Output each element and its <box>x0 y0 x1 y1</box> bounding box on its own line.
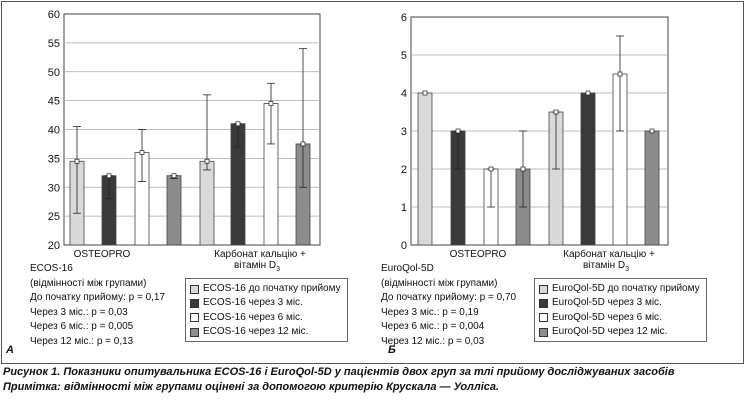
x-group-label: Карбонат кальцію + <box>214 248 306 260</box>
mean-marker <box>617 71 623 77</box>
y-tick-label: 60 <box>48 9 60 21</box>
y-tick-label: 4 <box>401 88 407 100</box>
mean-marker <box>235 121 241 127</box>
y-tick-label: 30 <box>48 182 60 194</box>
panel-letter-a: А <box>6 344 14 356</box>
legend-label: ECOS-16 до початку прийому <box>203 283 341 294</box>
bar <box>644 130 660 246</box>
mean-marker <box>422 90 428 96</box>
euroqol-stats-line: До початку прийому: р = 0,70 <box>381 292 517 303</box>
euroqol-stats-line: Через 12 міс.: р = 0,03 <box>381 335 485 347</box>
subscript: 3 <box>276 266 280 273</box>
legend-entry: EuroQol-5D через 12 міс. <box>539 325 700 339</box>
legend-swatch <box>190 284 199 294</box>
legend-entry: ECOS-16 через 12 міс. <box>190 325 341 339</box>
y-tick-label: 45 <box>48 96 60 108</box>
x-group-label: OSTEOPRO <box>450 249 507 260</box>
y-tick-label: 50 <box>48 67 60 79</box>
ecos-stats-line: Через 12 міс.: р = 0,13 <box>30 335 134 347</box>
legend-label: EuroQol-5D до початку прийому <box>552 283 700 294</box>
euroqol-stats-subtitle: (відмінності між групами) <box>381 277 498 289</box>
mean-marker <box>171 173 177 179</box>
ecos-stats-title: ECOS-16 <box>30 263 73 274</box>
legend-entry: EuroQol-5D через 3 міс. <box>539 296 700 310</box>
euroqol-legend: EuroQol-5D до початку прийому EuroQol-5D… <box>534 278 707 343</box>
ecos-stats-line: Через 3 міс.: р = 0,03 <box>30 306 128 318</box>
mean-marker <box>268 101 274 106</box>
legend-swatch <box>539 327 548 337</box>
legend-label: EuroQol-5D через 3 міс. <box>552 297 662 309</box>
y-tick-label: 0 <box>401 240 407 252</box>
mean-marker <box>300 141 306 147</box>
subscript: 3 <box>625 266 629 273</box>
legend-swatch <box>190 327 199 337</box>
legend-swatch <box>190 313 199 323</box>
figure-caption: Рисунок 1. Показники опитувальника ECOS-… <box>3 366 675 378</box>
ecos-stats-line: До початку прийому: р = 0,17 <box>30 292 166 303</box>
ecos-stats: ECOS-16 (відмінності між групами) До поч… <box>30 262 165 349</box>
panel-letter-b: Б <box>388 344 396 356</box>
legend-entry: ECOS-16 через 6 міс. <box>190 311 341 325</box>
mean-marker <box>204 158 210 164</box>
legend-swatch <box>539 298 548 308</box>
legend-entry: EuroQol-5D до початку прийому <box>539 282 700 296</box>
mean-marker <box>139 150 145 155</box>
legend-entry: ECOS-16 до початку прийому <box>190 282 341 296</box>
mean-marker <box>520 166 526 172</box>
legend-label: ECOS-16 через 3 міс. <box>203 297 303 309</box>
mean-marker <box>585 90 591 96</box>
x-group-label-line2: вітамін D3 <box>234 260 280 273</box>
y-tick-label: 6 <box>401 12 407 24</box>
ecos-legend: ECOS-16 до початку прийому ECOS-16 через… <box>185 278 348 343</box>
mean-marker <box>488 166 494 172</box>
y-tick-label: 3 <box>401 126 407 138</box>
euroqol-stats-line: Через 6 міс.: р = 0,004 <box>381 321 485 332</box>
euroqol-stats: EuroQol-5D (відмінності між групами) До … <box>381 262 516 349</box>
ecos-stats-subtitle: (відмінності між групами) <box>30 277 147 289</box>
y-tick-label: 25 <box>48 211 60 223</box>
mean-marker <box>455 128 461 134</box>
legend-label: EuroQol-5D через 12 міс. <box>552 325 668 337</box>
y-tick-label: 40 <box>48 125 60 137</box>
y-tick-label: 35 <box>48 153 60 165</box>
legend-swatch <box>539 313 548 323</box>
mean-marker <box>553 109 559 115</box>
y-tick-label: 55 <box>48 38 60 50</box>
ecos-stats-line: Через 6 міс.: р = 0,005 <box>30 321 134 332</box>
y-tick-label: 20 <box>48 240 60 252</box>
legend-label: EuroQol-5D через 6 міс. <box>552 311 662 323</box>
legend-swatch <box>190 298 199 308</box>
x-group-label-line2: вітамін D3 <box>583 260 629 273</box>
legend-entry: EuroQol-5D через 6 міс. <box>539 311 700 325</box>
y-tick-label: 2 <box>401 164 407 176</box>
euroqol-stats-title: EuroQol-5D <box>381 263 434 274</box>
legend-label: ECOS-16 через 12 міс. <box>203 325 309 337</box>
bar <box>417 92 433 246</box>
figure-frame <box>1 1 744 364</box>
bar <box>580 92 596 246</box>
figure-note: Примітка: відмінності між групами оцінен… <box>3 381 500 393</box>
y-tick-label: 1 <box>401 202 407 214</box>
legend-label: ECOS-16 через 6 міс. <box>203 311 303 323</box>
euroqol-stats-line: Через 3 міс.: р = 0,19 <box>381 306 479 318</box>
legend-entry: ECOS-16 через 3 міс. <box>190 296 341 310</box>
mean-marker <box>106 173 112 179</box>
mean-marker <box>74 158 80 164</box>
bar <box>166 175 182 246</box>
y-tick-label: 5 <box>401 50 407 62</box>
x-group-label: Карбонат кальцію + <box>563 248 655 260</box>
mean-marker <box>649 128 655 134</box>
x-group-label: OSTEOPRO <box>74 249 131 260</box>
bar <box>199 160 215 246</box>
legend-swatch <box>539 284 548 294</box>
